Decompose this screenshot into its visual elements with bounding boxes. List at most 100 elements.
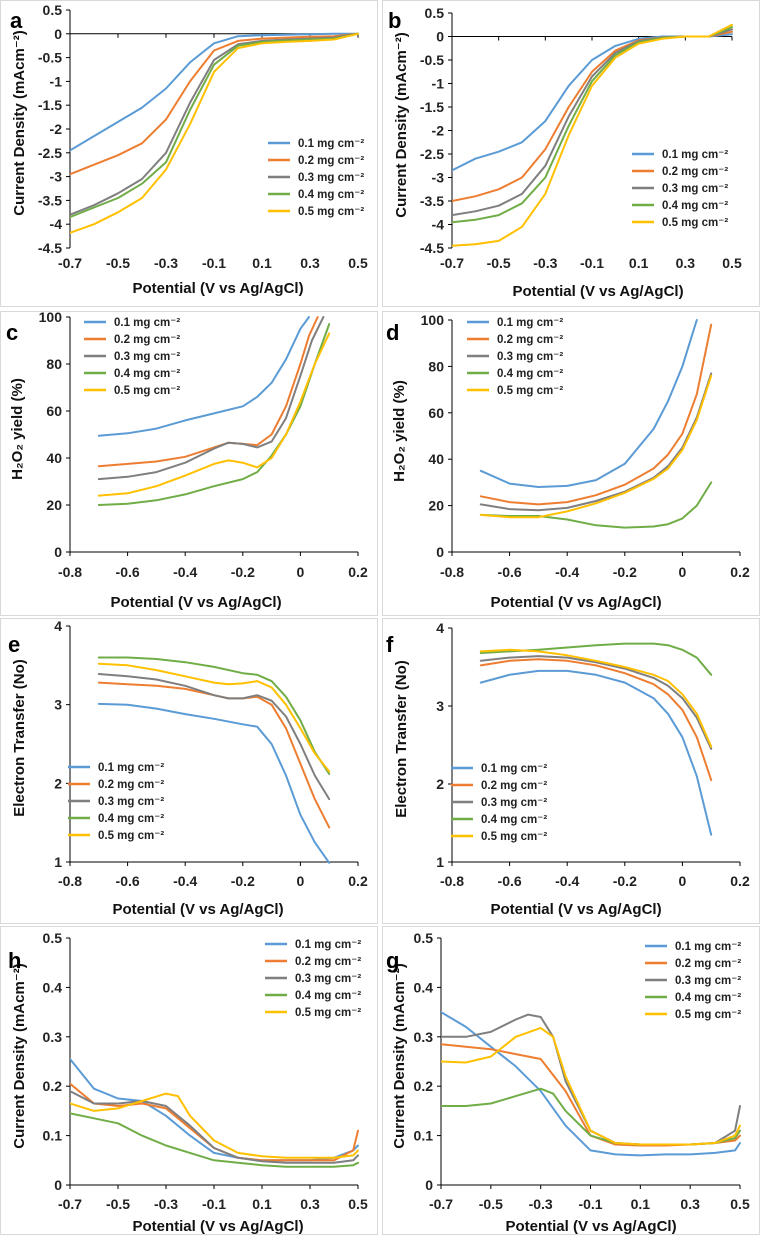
series-line-4: [441, 1087, 741, 1146]
y-tick-label: 60: [46, 403, 62, 419]
panel-letter: e: [8, 632, 20, 657]
x-tick-label: -0.5: [479, 1196, 503, 1212]
y-tick-label: -3.5: [38, 192, 62, 208]
series-line-5: [441, 1026, 741, 1146]
series-line-4: [97, 656, 331, 775]
x-tick-label: 0.2: [730, 564, 750, 580]
legend-entry: 0.3 mg cm⁻²: [481, 797, 547, 809]
panel-letter: f: [386, 632, 394, 657]
legend-entry: 0.1 mg cm⁻²: [295, 939, 361, 951]
x-tick-label: 0.5: [722, 255, 742, 271]
y-tick-label: 0.2: [43, 1078, 63, 1094]
y-tick-label: -2.5: [420, 146, 444, 162]
series-line-3: [70, 1090, 359, 1164]
x-tick-label: -0.4: [555, 873, 579, 889]
y-tick-label: -3: [432, 170, 445, 186]
x-tick-label: -0.2: [613, 873, 637, 889]
series-line-4: [70, 32, 359, 219]
legend-entry: 0.2 mg cm⁻²: [481, 780, 547, 792]
x-axis-title: Potential (V vs Ag/AgCl): [112, 901, 283, 918]
panel-frame: [0, 311, 378, 616]
x-tick-label: -0.6: [116, 564, 140, 580]
legend-entry: 0.3 mg cm⁻²: [298, 172, 364, 184]
legend-entry: 0.5 mg cm⁻²: [295, 1007, 361, 1019]
y-tick-label: 4: [436, 620, 444, 636]
y-tick-label: 80: [428, 358, 444, 374]
panel-letter: d: [386, 320, 399, 345]
x-tick-label: -0.5: [106, 255, 130, 271]
legend-entry: 0.4 mg cm⁻²: [675, 992, 741, 1004]
x-axis-title: Potential (V vs Ag/AgCl): [505, 1218, 676, 1235]
y-tick-label: -4: [432, 217, 445, 233]
x-tick-label: -0.8: [58, 564, 82, 580]
legend-entry: 0.3 mg cm⁻²: [114, 351, 180, 363]
legend-entry: 0.5 mg cm⁻²: [662, 217, 728, 229]
legend-entry: 0.4 mg cm⁻²: [481, 814, 547, 826]
x-tick-label: -0.6: [498, 873, 522, 889]
x-tick-label: -0.1: [202, 1196, 226, 1212]
series-line-5: [479, 648, 713, 748]
y-tick-label: 0: [425, 1177, 433, 1193]
y-tick-label: 0.5: [425, 5, 445, 21]
y-tick-label: -2: [50, 121, 63, 137]
x-axis-title: Potential (V vs Ag/AgCl): [132, 1218, 303, 1235]
y-tick-label: 0: [54, 544, 62, 560]
legend-entry: 0.4 mg cm⁻²: [298, 189, 364, 201]
panel-d: 100 80 60 40 20 0 -0.8 -0.6 -0.4 -0.2 0 0.2 H₂O₂ yie…: [382, 311, 760, 616]
y-tick-label: 80: [46, 356, 62, 372]
y-axis-title: Current Density (mAcm⁻²): [11, 30, 28, 215]
x-tick-label: -0.6: [116, 873, 140, 889]
legend-entry: 0.1 mg cm⁻²: [98, 762, 164, 774]
legend-entry: 0.2 mg cm⁻²: [675, 958, 741, 970]
y-tick-label: -4.5: [38, 240, 62, 256]
legend-entry: 0.2 mg cm⁻²: [662, 166, 728, 178]
y-tick-label: -1: [432, 76, 445, 92]
x-tick-label: 0.5: [348, 1196, 368, 1212]
x-axis-title: Potential (V vs Ag/AgCl): [512, 283, 683, 300]
y-tick-label: 0.5: [43, 930, 63, 946]
x-tick-label: -0.1: [578, 1196, 602, 1212]
y-tick-label: 0.5: [43, 2, 63, 18]
x-tick-label: -0.7: [58, 255, 82, 271]
panel-frame: [0, 618, 378, 924]
panel-frame: [0, 0, 378, 307]
series-line-1: [97, 316, 310, 437]
y-axis-title: Electron Transfer (No): [11, 659, 28, 817]
y-tick-label: 3: [436, 698, 444, 714]
legend-entry: 0.1 mg cm⁻²: [497, 317, 563, 329]
panel-letter: b: [388, 8, 401, 33]
series-line-2: [479, 658, 713, 782]
legend-entry: 0.3 mg cm⁻²: [662, 183, 728, 195]
x-tick-label: 0.3: [680, 1196, 700, 1212]
panel-f: 4 3 2 1 -0.8 -0.6 -0.4 -0.2 0 0.2 Electron Transfe…: [382, 618, 760, 924]
legend-entry: 0.1 mg cm⁻²: [481, 763, 547, 775]
y-tick-label: -1: [50, 73, 63, 89]
legend-entry: 0.3 mg cm⁻²: [675, 975, 741, 987]
series-line-2: [479, 323, 713, 506]
y-axis-title: Current Density (mAcm⁻²): [393, 32, 410, 217]
legend-entry: 0.4 mg cm⁻²: [98, 813, 164, 825]
legend-entry: 0.2 mg cm⁻²: [295, 956, 361, 968]
series-line-5: [479, 374, 713, 519]
y-tick-label: 100: [421, 312, 445, 328]
y-tick-label: 0.1: [43, 1128, 63, 1144]
legend-entry: 0.4 mg cm⁻²: [114, 368, 180, 380]
series-line-4: [479, 642, 713, 676]
x-tick-label: -0.1: [202, 255, 226, 271]
y-tick-label: -1.5: [420, 99, 444, 115]
x-axis-title: Potential (V vs Ag/AgCl): [490, 901, 661, 918]
panel-g: 0.5 0.4 0.3 0.2 0.1 0 -0.7 -0.5 -0.3 -0.1 0.1 0.3 0.…: [382, 926, 760, 1235]
y-tick-label: 40: [46, 450, 62, 466]
series-line-4: [70, 1112, 359, 1168]
x-tick-label: -0.7: [58, 1196, 82, 1212]
x-axis-title: Potential (V vs Ag/AgCl): [132, 280, 303, 297]
x-tick-label: -0.5: [487, 255, 511, 271]
y-tick-label: -1.5: [38, 97, 62, 113]
x-tick-label: 0.1: [252, 255, 272, 271]
x-tick-label: 0: [297, 564, 305, 580]
y-tick-label: 20: [428, 498, 444, 514]
panel-h: 0.5 0.4 0.3 0.2 0.1 0 -0.7 -0.5 -0.3 -0.1 0.1 0.3 0.…: [0, 926, 378, 1235]
x-tick-label: -0.4: [555, 564, 579, 580]
y-tick-label: 20: [46, 497, 62, 513]
